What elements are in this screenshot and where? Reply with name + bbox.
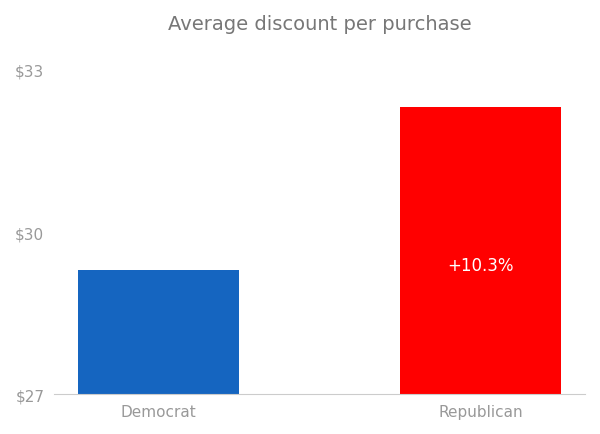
- Title: Average discount per purchase: Average discount per purchase: [167, 15, 471, 34]
- Bar: [78, 270, 239, 395]
- Bar: [400, 108, 561, 395]
- Text: +10.3%: +10.3%: [447, 256, 514, 274]
